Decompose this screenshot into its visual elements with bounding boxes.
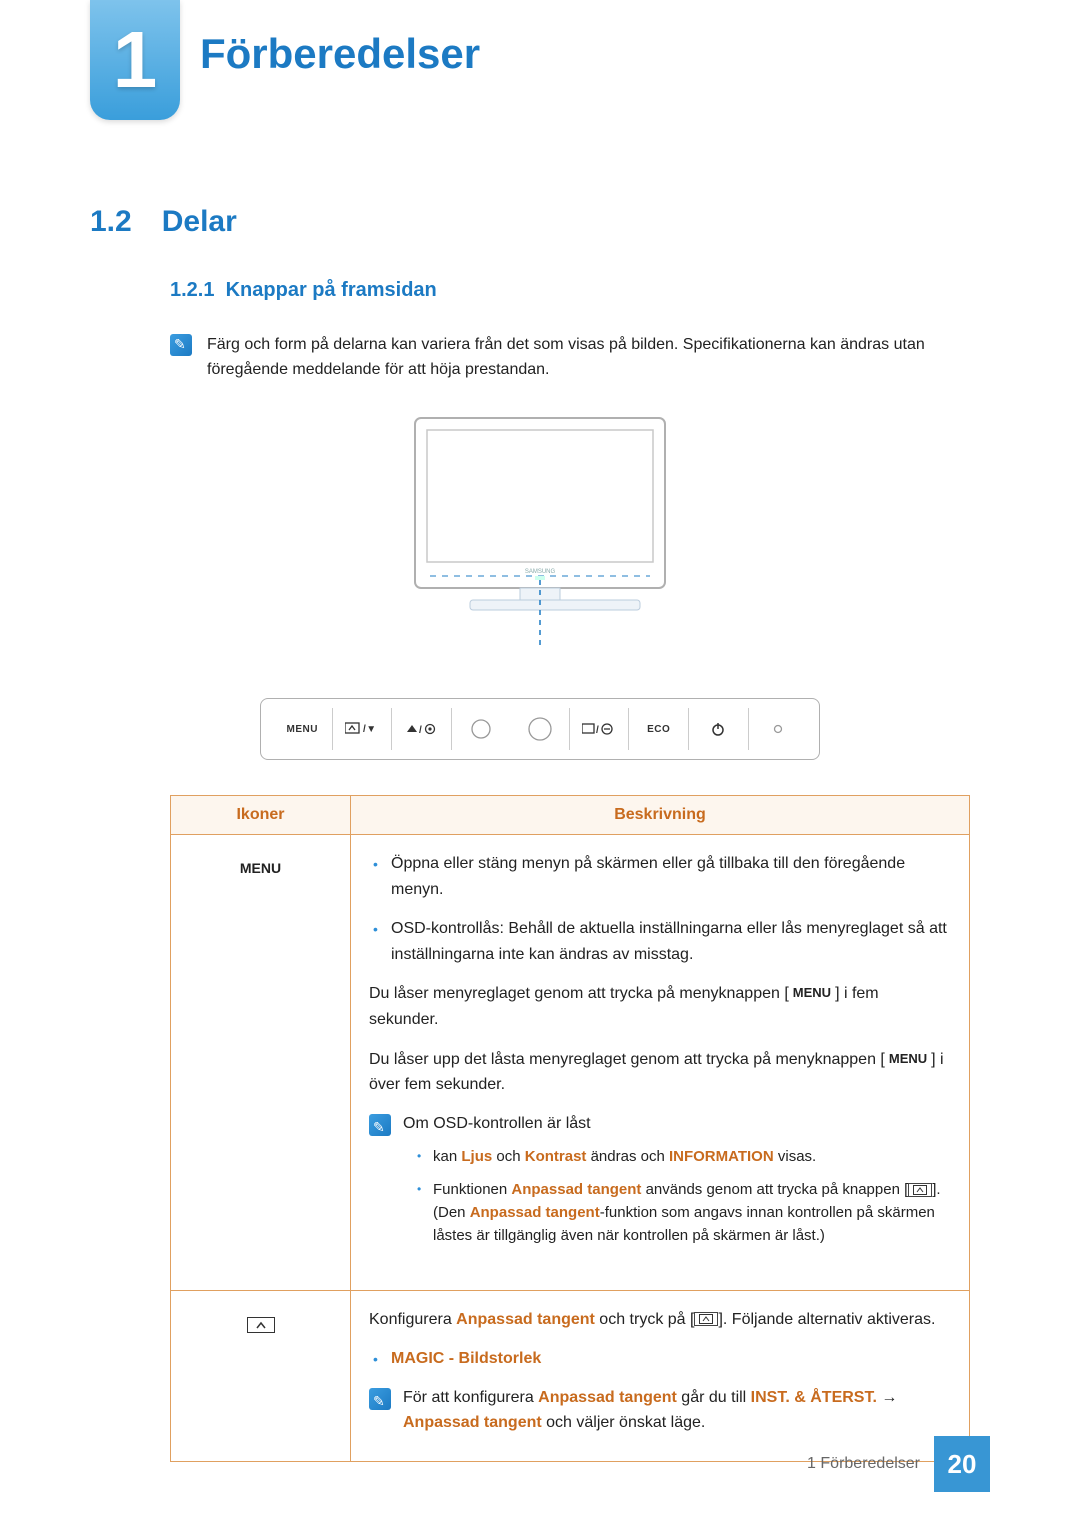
subsection-number: 1.2.1 xyxy=(170,279,214,301)
section-number: 1.2 xyxy=(90,205,132,238)
row2-p1: Konfigurera Anpassad tangent och tryck p… xyxy=(369,1307,951,1333)
bar-led-icon xyxy=(749,724,808,734)
row1-bullet2: OSD-kontrollås: Behåll de aktuella instä… xyxy=(369,916,951,967)
subsection-title: Knappar på framsidan xyxy=(226,279,437,301)
description-table: Ikoner Beskrivning MENU Öppna eller stän… xyxy=(170,795,970,1462)
custom-key-icon xyxy=(694,1312,718,1326)
svg-text:SAMSUNG: SAMSUNG xyxy=(525,569,556,575)
bar-eco-label: ECO xyxy=(629,724,688,735)
top-note: Färg och form på delarna kan variera frå… xyxy=(170,332,990,383)
footer-page-number: 20 xyxy=(934,1436,990,1492)
row2-subnote: För att konfigurera Anpassad tangent går… xyxy=(369,1386,951,1436)
row1-subnote: Om OSD-kontrollen är låst kan Ljus och K… xyxy=(369,1112,951,1264)
monitor-svg: SAMSUNG xyxy=(265,408,815,668)
chapter-number: 1 xyxy=(113,14,158,106)
row2-icon xyxy=(171,1290,351,1462)
svg-text:/: / xyxy=(419,725,422,736)
th-desc: Beskrivning xyxy=(351,796,970,835)
custom-key-icon xyxy=(908,1183,932,1197)
section-title: Delar xyxy=(162,205,237,238)
bar-power-icon xyxy=(689,722,748,736)
content: 1.2 Delar 1.2.1 Knappar på framsidan Färg… xyxy=(90,0,990,1462)
chapter-badge: 1 xyxy=(90,0,180,120)
subsection-heading: 1.2.1 Knappar på framsidan xyxy=(170,279,990,302)
row1-sub2: Funktionen Anpassad tangent används geno… xyxy=(403,1178,951,1248)
footer: 1 Förberedelser 20 xyxy=(807,1436,990,1492)
row1-bullet1: Öppna eller stäng menyn på skärmen eller… xyxy=(369,851,951,902)
row1-subnote-head: Om OSD-kontrollen är låst xyxy=(403,1112,951,1137)
svg-text:/: / xyxy=(596,725,599,736)
footer-label: 1 Förberedelser xyxy=(807,1455,920,1473)
bar-menu-label: MENU xyxy=(273,724,332,735)
note-icon xyxy=(170,334,192,356)
row2-redline: MAGIC - Bildstorlek xyxy=(369,1346,951,1372)
top-note-text: Färg och form på delarna kan variera frå… xyxy=(207,332,990,383)
svg-text:/▼: /▼ xyxy=(363,724,377,735)
row1-icon: MENU xyxy=(171,835,351,1291)
note-icon xyxy=(369,1114,391,1136)
note-icon xyxy=(369,1388,391,1410)
row1-p1: Du låser menyreglaget genom att trycka p… xyxy=(369,981,951,1032)
th-icons: Ikoner xyxy=(171,796,351,835)
chapter-title: Förberedelser xyxy=(200,30,480,78)
bar-up-enter-icon: / xyxy=(392,722,451,736)
row1-sub1: kan Ljus och Kontrast ändras och INFORMA… xyxy=(403,1145,951,1168)
button-bar: MENU /▼ / / ECO xyxy=(260,698,820,760)
bar-source-icon: / xyxy=(570,722,629,736)
row1-p2: Du låser upp det låsta menyreglaget geno… xyxy=(369,1047,951,1098)
page: 1 Förberedelser 1.2 Delar 1.2.1 Knappar p… xyxy=(0,0,1080,1527)
custom-key-icon xyxy=(247,1317,275,1333)
bar-circle2-icon xyxy=(510,716,569,742)
row1-desc: Öppna eller stäng menyn på skärmen eller… xyxy=(351,835,970,1291)
table-row: MENU Öppna eller stäng menyn på skärmen … xyxy=(171,835,970,1291)
section-heading: 1.2 Delar xyxy=(90,205,990,239)
monitor-diagram: SAMSUNG xyxy=(265,408,815,673)
bar-custom-icon: /▼ xyxy=(333,722,392,736)
bar-circle1-icon xyxy=(452,718,511,740)
